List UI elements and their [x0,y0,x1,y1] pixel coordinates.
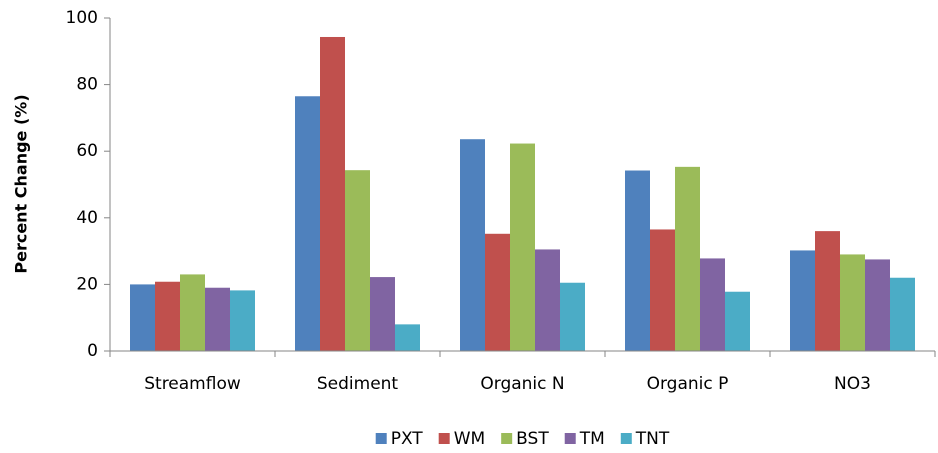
bar [180,274,205,351]
bar [675,166,700,351]
bar [840,254,865,351]
bar [790,250,815,351]
y-tick-label: 20 [76,274,98,294]
bar [345,170,370,351]
y-tick-label: 100 [66,8,98,28]
bar [205,287,230,351]
bar [155,281,180,351]
bar [320,36,345,352]
bar [700,258,725,351]
legend-swatch [564,433,576,444]
legend-swatch [620,433,632,444]
bar [625,170,650,351]
bar [535,249,560,351]
bar [560,282,585,351]
legend-label: TNT [635,429,670,449]
legend-label: PXT [391,429,424,449]
y-tick-label: 80 [76,75,98,95]
y-tick-label: 40 [76,208,98,228]
bar [485,233,510,351]
bar [650,229,675,351]
legend-swatch [438,433,450,444]
bar [230,290,255,351]
x-tick-label: Sediment [317,374,399,394]
legend-label: TM [579,429,605,449]
x-tick-label: Organic N [480,374,564,394]
bar [865,259,890,351]
bar [510,143,535,351]
bar [890,277,915,351]
bar [395,324,420,351]
x-tick-label: NO3 [834,374,871,394]
bar [460,139,485,351]
bar [815,231,840,351]
x-tick-label: Organic P [647,374,729,394]
bar [295,96,320,351]
y-tick-label: 0 [87,341,98,361]
legend-swatch [501,433,513,444]
x-tick-label: Streamflow [144,374,241,394]
y-axis-label: Percent Change (%) [12,94,31,273]
bar [725,291,750,351]
bar [370,277,395,351]
legend-label: WM [454,429,485,449]
bar [130,284,155,351]
legend-swatch [375,433,387,444]
legend-label: BST [516,429,549,449]
y-tick-label: 60 [76,141,98,161]
